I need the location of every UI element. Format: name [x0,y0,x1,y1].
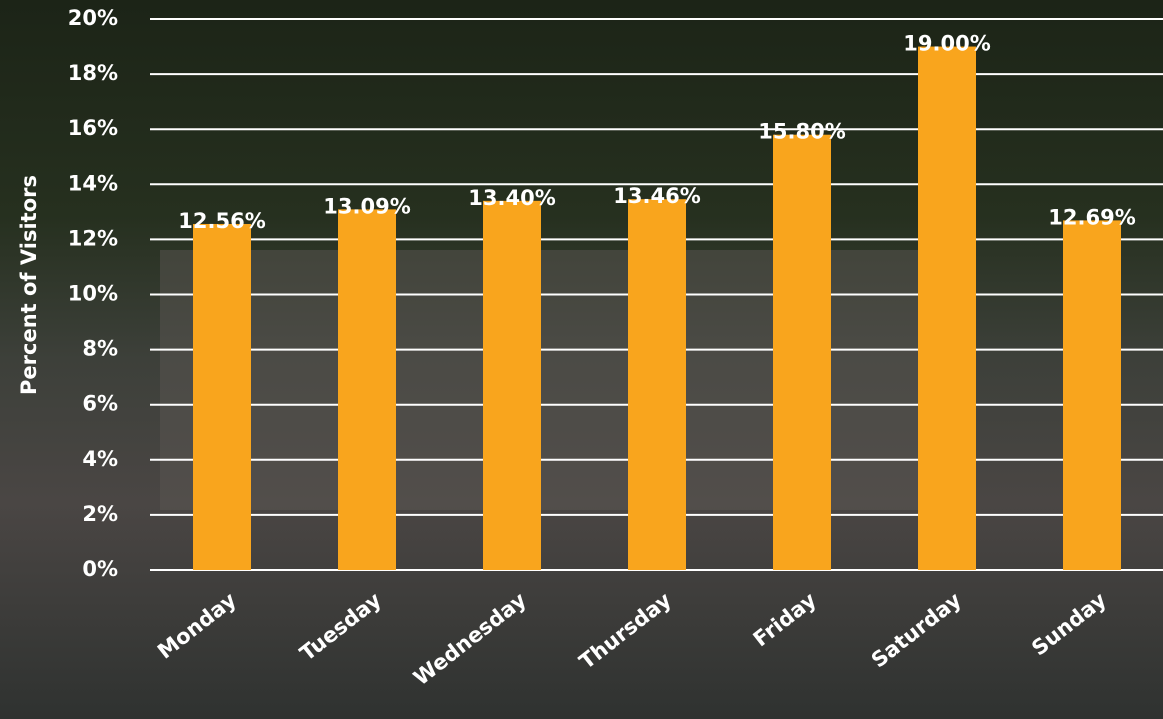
y-tick-label: 8% [82,337,118,361]
value-label: 13.46% [613,184,700,208]
value-label: 12.56% [178,209,265,233]
value-label: 15.80% [758,120,845,144]
value-label: 13.40% [468,186,555,210]
value-label: 19.00% [903,32,990,56]
bar [773,134,831,570]
y-tick-label: 6% [82,392,118,416]
bar [1063,220,1121,570]
y-tick-label: 18% [68,61,118,85]
y-tick-label: 2% [82,502,118,526]
value-label: 12.69% [1048,205,1135,229]
y-tick-label: 4% [82,447,118,471]
value-label: 13.09% [323,194,410,218]
y-tick-label: 12% [68,226,118,250]
y-axis-label: Percent of Visitors [17,175,41,395]
bar [483,200,541,570]
y-tick-label: 14% [68,171,118,195]
bar [338,209,396,571]
y-tick-label: 20% [68,6,118,30]
y-tick-label: 10% [68,282,118,306]
y-tick-label: 0% [82,557,118,581]
bar [628,199,686,570]
bar [918,46,976,571]
bar [193,223,251,571]
y-tick-label: 16% [68,116,118,140]
